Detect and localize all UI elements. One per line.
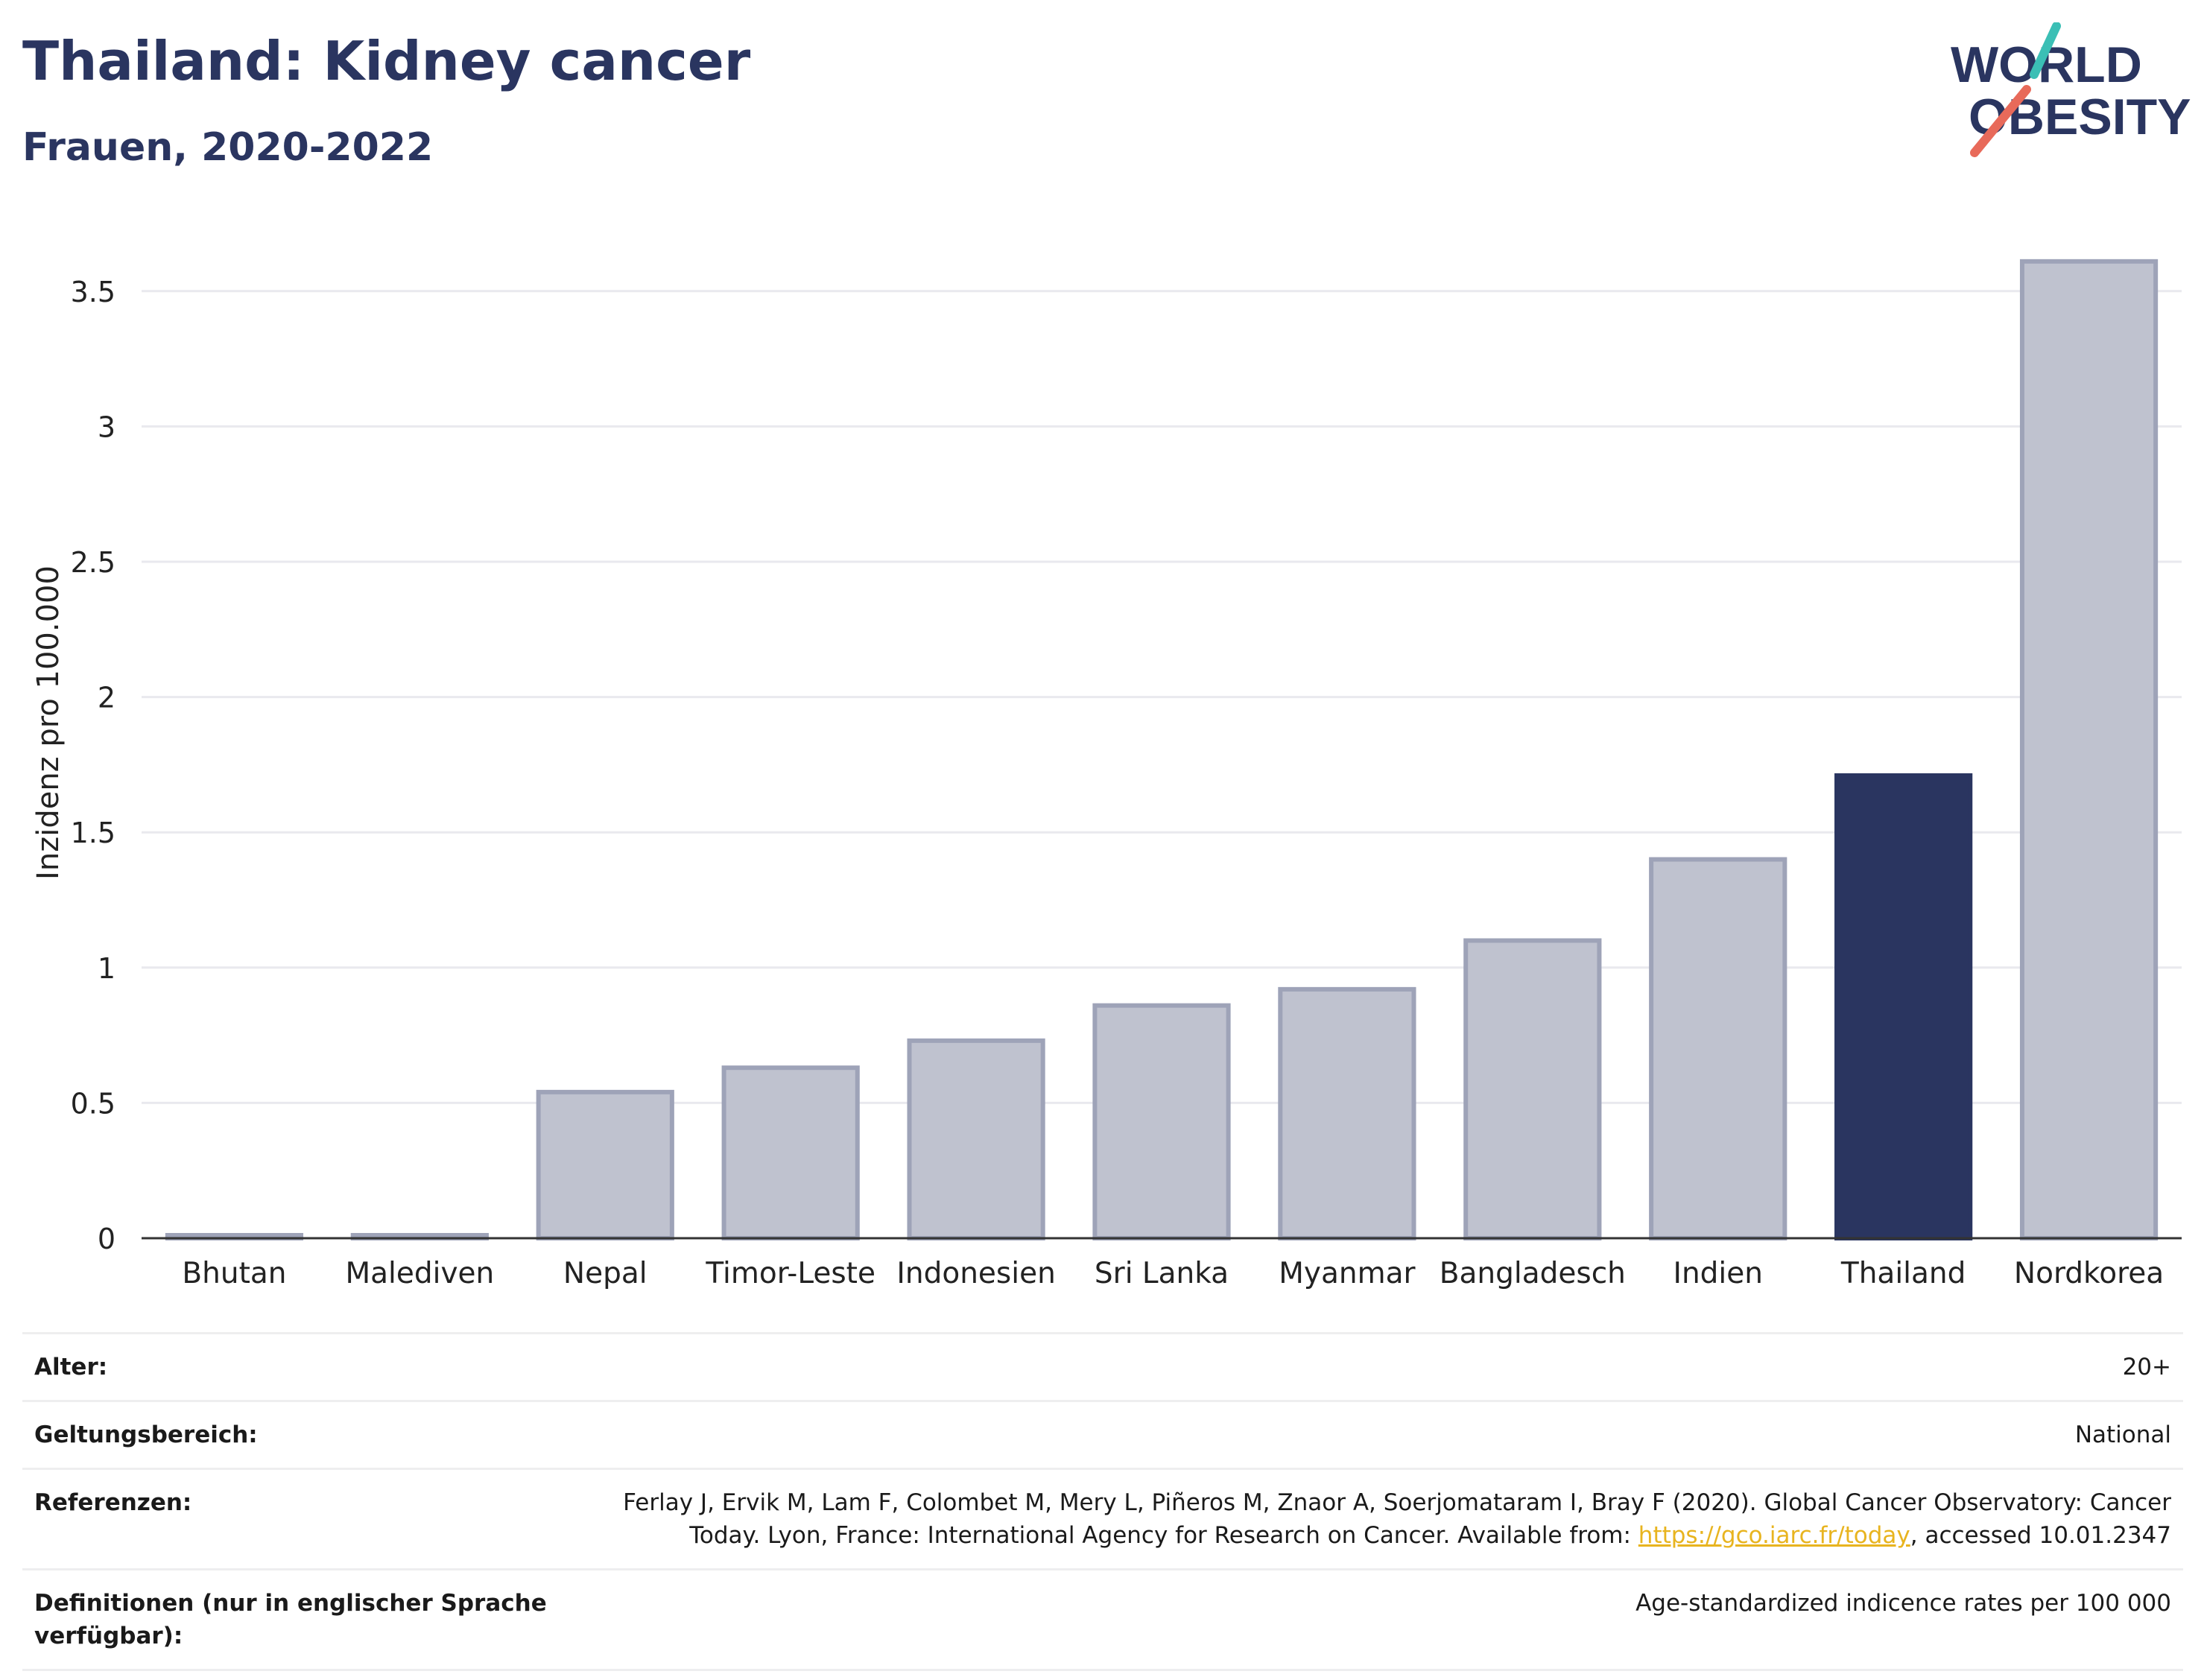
page-subtitle: Frauen, 2020-2022 bbox=[22, 125, 434, 170]
info-row-definitions: Definitionen (nur in englischer Sprache … bbox=[22, 1568, 2183, 1671]
age-value: 20+ bbox=[568, 1332, 2183, 1401]
x-tick-label: Thailand bbox=[1840, 1257, 1966, 1290]
info-row-scope: Geltungsbereich: National bbox=[22, 1400, 2183, 1469]
bar-indonesien bbox=[907, 1038, 1045, 1240]
y-tick-label: 3.5 bbox=[71, 276, 115, 308]
bar-indien bbox=[1649, 857, 1787, 1241]
x-tick-label: Malediven bbox=[345, 1257, 494, 1290]
bar-bangladesch bbox=[1463, 938, 1602, 1240]
scope-label: Geltungsbereich: bbox=[22, 1400, 568, 1469]
x-axis-ticks: Bhutan Malediven Nepal Timor-Leste Indonesie… bbox=[182, 1257, 2164, 1290]
bar-nepal bbox=[536, 1089, 674, 1240]
references-link[interactable]: https://gco.iarc.fr/today bbox=[1638, 1522, 1910, 1549]
chart-bars bbox=[165, 259, 2159, 1241]
logo-slash-coral bbox=[1970, 85, 2031, 157]
bar-nordkorea bbox=[2019, 259, 2159, 1240]
y-tick-label: 2.5 bbox=[71, 546, 115, 579]
info-row-references: Referenzen: Ferlay J, Ervik M, Lam F, Co… bbox=[22, 1468, 2183, 1570]
info-table: Alter: 20+ Geltungsbereich: National Ref… bbox=[22, 1332, 2183, 1671]
info-row-age: Alter: 20+ bbox=[22, 1332, 2183, 1401]
x-tick-label: Sri Lanka bbox=[1095, 1257, 1229, 1290]
y-tick-label: 2 bbox=[98, 682, 115, 714]
y-tick-label: 1.5 bbox=[71, 817, 115, 849]
scope-value: National bbox=[568, 1400, 2183, 1469]
world-obesity-logo: WORLD OBESITY bbox=[1951, 22, 2191, 157]
x-tick-label: Timor-Leste bbox=[705, 1257, 875, 1290]
x-tick-label: Bhutan bbox=[182, 1257, 286, 1290]
logo-slash-teal bbox=[2030, 22, 2061, 79]
x-tick-label: Nordkorea bbox=[2014, 1257, 2164, 1290]
bar-myanmar bbox=[1278, 986, 1416, 1240]
references-text: Ferlay J, Ervik M, Lam F, Colombet M, Me… bbox=[623, 1489, 2171, 1549]
x-tick-label: Myanmar bbox=[1279, 1257, 1416, 1290]
references-accessed: , accessed 10.01.2347 bbox=[1910, 1522, 2171, 1549]
bar-thailand bbox=[1834, 773, 1973, 1240]
x-tick-label: Bangladesch bbox=[1440, 1257, 1626, 1290]
x-tick-label: Nepal bbox=[563, 1257, 647, 1290]
bar-chart: 0 0.5 1 1.5 2 2.5 3 3.5 Bhutan Malediven Nepal Tim… bbox=[31, 259, 2182, 1290]
y-tick-label: 1 bbox=[98, 952, 115, 985]
x-tick-label: Indien bbox=[1673, 1257, 1763, 1290]
references-label: Referenzen: bbox=[22, 1468, 568, 1570]
y-tick-label: 0 bbox=[98, 1223, 115, 1255]
y-axis-label: Inzidenz pro 100.000 bbox=[31, 565, 66, 880]
bar-timor-leste bbox=[721, 1065, 860, 1240]
x-tick-label: Indonesien bbox=[896, 1257, 1055, 1290]
references-value: Ferlay J, Ervik M, Lam F, Colombet M, Me… bbox=[568, 1468, 2183, 1570]
bar-sri-lanka bbox=[1092, 1003, 1231, 1240]
y-axis-ticks: 0 0.5 1 1.5 2 2.5 3 3.5 bbox=[71, 276, 115, 1255]
age-label: Alter: bbox=[22, 1332, 568, 1401]
y-tick-label: 3 bbox=[98, 411, 115, 443]
definitions-value: Age-standardized indicence rates per 100… bbox=[568, 1568, 2183, 1671]
definitions-label: Definitionen (nur in englischer Sprache … bbox=[22, 1568, 568, 1671]
y-tick-label: 0.5 bbox=[71, 1087, 115, 1120]
page-title: Thailand: Kidney cancer bbox=[22, 30, 751, 92]
